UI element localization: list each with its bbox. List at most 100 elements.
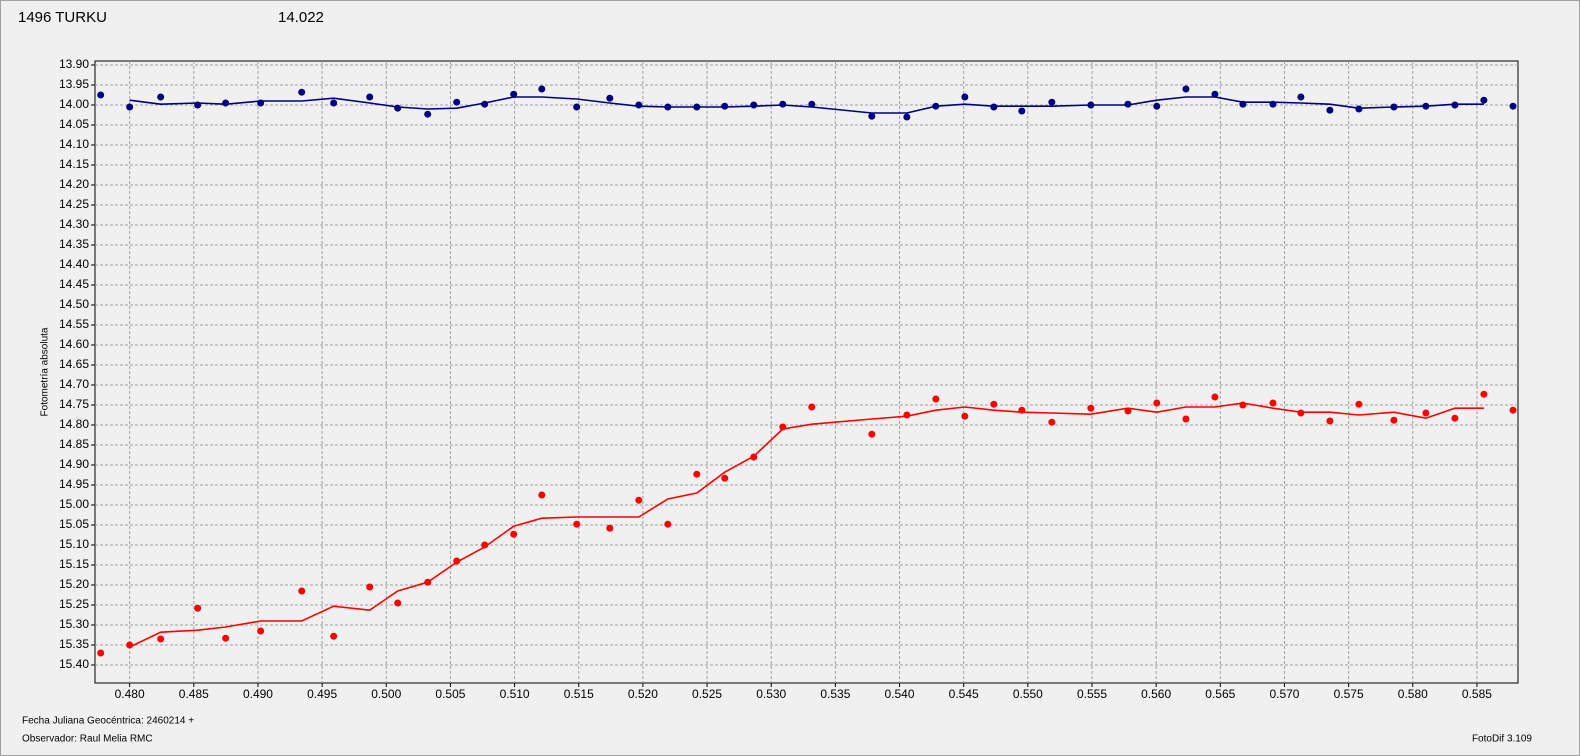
data-point — [635, 496, 643, 504]
y-tick-label: 14.95 — [59, 477, 89, 491]
y-tick-label: 15.15 — [59, 557, 89, 571]
data-point — [330, 99, 338, 107]
x-tick-label: 0.520 — [628, 687, 658, 701]
data-point — [1509, 406, 1517, 414]
x-tick-label: 0.485 — [179, 687, 209, 701]
x-tick-label: 0.570 — [1269, 687, 1299, 701]
data-point — [366, 93, 374, 101]
data-point — [573, 520, 581, 528]
data-point — [1509, 102, 1517, 110]
y-tick-label: 13.90 — [59, 57, 89, 71]
y-tick-label: 14.90 — [59, 457, 89, 471]
x-tick-label: 0.540 — [885, 687, 915, 701]
y-tick-label: 15.00 — [59, 497, 89, 511]
data-point — [693, 470, 701, 478]
data-point — [222, 99, 230, 107]
data-point — [1297, 93, 1305, 101]
y-tick-label: 15.20 — [59, 577, 89, 591]
data-point — [1182, 415, 1190, 423]
data-point — [453, 98, 461, 106]
x-tick-label: 0.575 — [1334, 687, 1364, 701]
x-tick-label: 0.525 — [692, 687, 722, 701]
data-point — [1153, 102, 1161, 110]
y-tick-label: 14.70 — [59, 377, 89, 391]
data-point — [298, 88, 306, 96]
data-point — [126, 103, 134, 111]
data-point — [961, 412, 969, 420]
x-tick-label: 0.515 — [564, 687, 594, 701]
x-tick-label: 0.530 — [756, 687, 786, 701]
data-point — [97, 91, 105, 99]
data-point — [573, 103, 581, 111]
data-point — [366, 583, 374, 591]
data-point — [990, 400, 998, 408]
data-point — [932, 395, 940, 403]
y-tick-label: 14.80 — [59, 417, 89, 431]
data-point — [635, 101, 643, 109]
x-tick-label: 0.545 — [949, 687, 979, 701]
data-point — [1048, 418, 1056, 426]
y-tick-label: 15.35 — [59, 637, 89, 651]
y-axis-label: Fotometría absoluta — [40, 327, 51, 416]
data-point — [1422, 409, 1430, 417]
footer-observer: Observador: Raul Melia RMC — [22, 734, 153, 745]
fit-line — [129, 96, 1484, 114]
data-point — [1355, 400, 1363, 408]
footer-software: FotoDif 3.109 — [1472, 734, 1532, 745]
data-point — [510, 530, 518, 538]
x-tick-label: 0.580 — [1398, 687, 1428, 701]
fit-line — [129, 402, 1484, 648]
data-point — [1087, 404, 1095, 412]
data-point — [1182, 85, 1190, 93]
x-tick-label: 0.585 — [1462, 687, 1492, 701]
data-point — [1153, 399, 1161, 407]
y-tick-label: 14.45 — [59, 277, 89, 291]
y-tick-label: 14.40 — [59, 257, 89, 271]
y-tick-label: 14.05 — [59, 117, 89, 131]
data-point — [606, 524, 614, 532]
data-point — [903, 113, 911, 121]
x-tick-label: 0.550 — [1013, 687, 1043, 701]
data-point — [1326, 417, 1334, 425]
chart-subtitle: 14.022 — [278, 9, 324, 26]
y-tick-label: 15.40 — [59, 657, 89, 671]
x-tick-label: 0.565 — [1205, 687, 1235, 701]
data-point — [394, 104, 402, 112]
data-point — [1326, 106, 1334, 114]
data-point — [1018, 107, 1026, 115]
x-tick-label: 0.495 — [307, 687, 337, 701]
y-tick-label: 14.00 — [59, 97, 89, 111]
data-point — [868, 112, 876, 120]
x-tick-label: 0.480 — [115, 687, 145, 701]
y-tick-label: 14.75 — [59, 397, 89, 411]
data-point — [664, 520, 672, 528]
data-point — [481, 541, 489, 549]
data-point — [157, 93, 165, 101]
y-tick-label: 14.30 — [59, 217, 89, 231]
data-point — [808, 403, 816, 411]
y-tick-label: 15.30 — [59, 617, 89, 631]
data-point — [1048, 98, 1056, 106]
y-tick-label: 14.10 — [59, 137, 89, 151]
data-point — [257, 627, 265, 635]
x-tick-label: 0.490 — [243, 687, 273, 701]
data-point — [1480, 96, 1488, 104]
x-tick-label: 0.555 — [1077, 687, 1107, 701]
y-tick-label: 15.05 — [59, 517, 89, 531]
y-tick-label: 14.25 — [59, 197, 89, 211]
y-tick-label: 14.50 — [59, 297, 89, 311]
data-point — [298, 587, 306, 595]
data-point — [606, 94, 614, 102]
footer-date: Fecha Juliana Geocéntrica: 2460214 + — [22, 716, 194, 727]
x-tick-label: 0.535 — [820, 687, 850, 701]
data-point — [1480, 390, 1488, 398]
y-tick-label: 14.60 — [59, 337, 89, 351]
y-tick-label: 14.20 — [59, 177, 89, 191]
data-point — [97, 649, 105, 657]
data-point — [394, 599, 402, 607]
data-point — [1390, 416, 1398, 424]
data-point — [157, 635, 165, 643]
data-point — [961, 93, 969, 101]
